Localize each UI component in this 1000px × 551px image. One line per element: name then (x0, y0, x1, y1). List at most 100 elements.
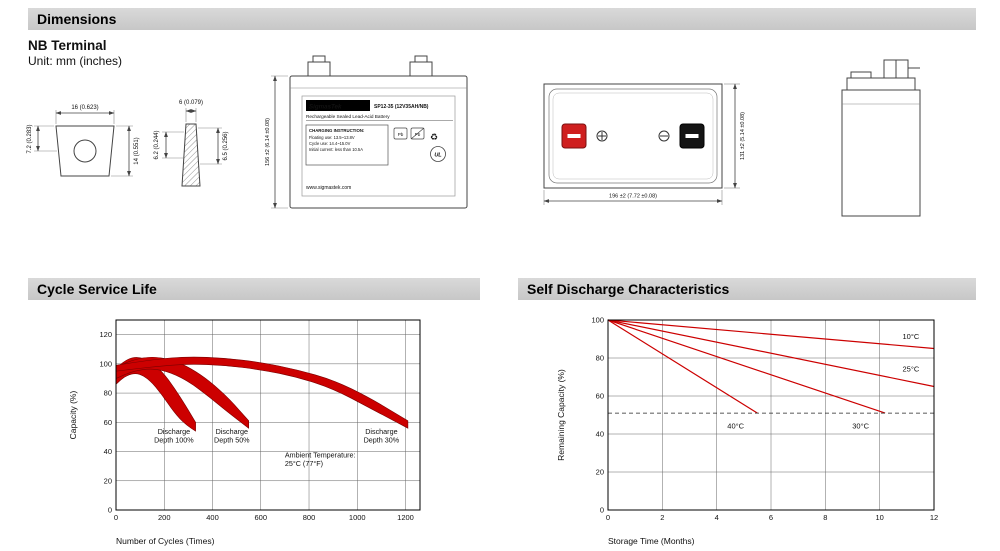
plot-border (607, 319, 935, 511)
top-view-inner-rim2 (552, 92, 714, 180)
charging-instruction-box (305, 124, 389, 166)
ul-mark-icon: UL (430, 146, 446, 162)
width-dimension (543, 190, 723, 205)
discharge-band-2 (115, 356, 409, 429)
terminal-type-heading: NB Terminal (28, 38, 107, 53)
svg-text:6: 6 (769, 513, 773, 522)
height-dimension (271, 75, 288, 209)
chart-grid (116, 320, 420, 510)
svg-text:0: 0 (600, 506, 604, 515)
terminal-height-dim: 14 (0.551) (134, 137, 140, 164)
negative-terminal (679, 123, 705, 149)
svg-text:40: 40 (596, 430, 604, 439)
y-axis-label: Remaining Capacity (%) (556, 369, 566, 461)
pb-icon: Pb (393, 127, 408, 140)
section-left-dim: 6.2 (0.244) (154, 130, 160, 159)
self-discharge-title: Self Discharge Characteristics (527, 281, 730, 297)
self-discharge-chart: 10°C 25°C 40°C 30°C 0 2 4 6 8 10 12 0 20 40 60 80 100 Sto… (556, 316, 938, 547)
svg-text:0: 0 (108, 506, 112, 515)
band-label: Discharge Depth 30% (364, 427, 400, 444)
charging-title: CHARGING INSTRUCTION: (309, 128, 365, 133)
section-right-dim: 6.5 (0.256) (223, 131, 229, 160)
top-width-dim: 196 ±2 (7.72 ±0.08) (609, 194, 657, 200)
series-label: 25°C (903, 364, 920, 373)
series-label: 30°C (852, 421, 869, 430)
svg-text:Pb: Pb (398, 132, 404, 137)
svg-text:4: 4 (715, 513, 719, 522)
series-label: 10°C (903, 332, 920, 341)
positive-terminal-symbol (596, 130, 608, 142)
svg-text:2: 2 (660, 513, 664, 522)
battery-top-view-drawing: 196 ±2 (7.72 ±0.08) 131 ±2 (5.14 ±0.08) (543, 83, 746, 205)
unit-note: Unit: mm (inches) (28, 54, 123, 68)
svg-text:60: 60 (104, 418, 112, 427)
section-width-dim: 6 (0.079) (179, 100, 203, 106)
x-axis-label: Number of Cycles (Times) (116, 536, 215, 546)
svg-text:100: 100 (591, 316, 604, 325)
dimension-lines (36, 111, 131, 177)
svg-text:10: 10 (875, 513, 883, 522)
svg-text:0: 0 (606, 513, 610, 522)
y-axis-label: Capacity (%) (68, 391, 78, 440)
terminal-outline (55, 125, 115, 177)
battery-front-view-drawing: SigmasTek SP12-35 (12V35AH/NB) Rechargea… (265, 55, 468, 209)
website-text: www.sigmastek.com (306, 185, 351, 191)
cycle-service-life-header: Cycle Service Life (28, 278, 480, 300)
terminal-section-drawing: 6 (0.079) 6.2 (0.244) 6.5 (0.256) (154, 100, 229, 187)
front-height-dim: 156 ±2 (6.14 ±0.08) (265, 118, 271, 166)
charging-line-2: Cycle use: 14.4~15.0V (309, 141, 351, 146)
svg-text:800: 800 (303, 513, 316, 522)
series-line (607, 319, 935, 350)
svg-text:80: 80 (104, 389, 112, 398)
svg-text:1000: 1000 (349, 513, 366, 522)
top-depth-dim: 131 ±2 (5.14 ±0.08) (740, 112, 746, 160)
svg-text:40: 40 (104, 447, 112, 456)
svg-text:Pb: Pb (415, 132, 421, 137)
depth-dimension (724, 83, 740, 189)
recycle-icon: ♻ (430, 132, 438, 142)
plot-border (115, 319, 421, 511)
series-line (607, 319, 935, 388)
chart-annotation: Ambient Temperature: 25°C (77°F) (285, 450, 356, 468)
svg-text:100: 100 (99, 359, 112, 368)
band-label: Discharge Depth 100% (154, 427, 194, 444)
dimension-lines (164, 109, 220, 165)
svg-text:80: 80 (596, 354, 604, 363)
terminal-heading-block: NB Terminal Unit: mm (inches) (28, 38, 122, 68)
brand-text: SigmasTek (309, 104, 342, 111)
x-axis-label: Storage Time (Months) (608, 536, 695, 546)
series-label: 40°C (727, 421, 744, 430)
positive-terminal (561, 123, 587, 149)
cycle-service-life-title: Cycle Service Life (37, 281, 157, 297)
pb-crossed-icon: Pb (410, 127, 425, 140)
battery-label: SigmasTek SP12-35 (12V35AH/NB) Rechargea… (301, 95, 456, 197)
dimensions-section-header: Dimensions (28, 8, 976, 30)
self-discharge-header: Self Discharge Characteristics (518, 278, 976, 300)
dimensions-title: Dimensions (37, 11, 117, 27)
cycle-service-life-chart: Discharge Depth 100% Discharge Depth 50% Dis… (68, 319, 421, 546)
charging-line-3: Initial current: less than 10.5A (309, 147, 363, 152)
svg-text:UL: UL (434, 153, 442, 159)
svg-text:8: 8 (823, 513, 827, 522)
terminal-front-drawing: 16 (0.623) 7.2 (0.283) 14 (0.551) (27, 105, 140, 177)
svg-text:0: 0 (114, 513, 118, 522)
svg-text:12: 12 (930, 513, 938, 522)
battery-side-view-drawing (841, 59, 921, 217)
tick-labels: 0 2 4 6 8 10 12 0 20 40 60 80 100 (591, 316, 938, 523)
negative-terminal-symbol (658, 130, 670, 142)
band-label: Discharge Depth 50% (214, 427, 250, 444)
svg-text:20: 20 (104, 476, 112, 485)
svg-text:600: 600 (255, 513, 268, 522)
model-text: SP12-35 (12V35AH/NB) (374, 104, 429, 110)
top-view-inner-rim (548, 88, 718, 184)
battery-type-text: Rechargeable Sealed Lead-Acid Battery (306, 114, 390, 119)
charging-line-1: Floating use: 13.5~13.8V (309, 135, 355, 140)
section-outline (181, 123, 201, 187)
brand-logo-bg (306, 100, 370, 111)
terminal-upper-height-dim: 7.2 (0.283) (27, 124, 33, 153)
svg-text:200: 200 (158, 513, 171, 522)
series-line (607, 319, 758, 414)
svg-text:400: 400 (206, 513, 219, 522)
side-view-outline (841, 59, 921, 217)
chart-grid (608, 320, 934, 510)
